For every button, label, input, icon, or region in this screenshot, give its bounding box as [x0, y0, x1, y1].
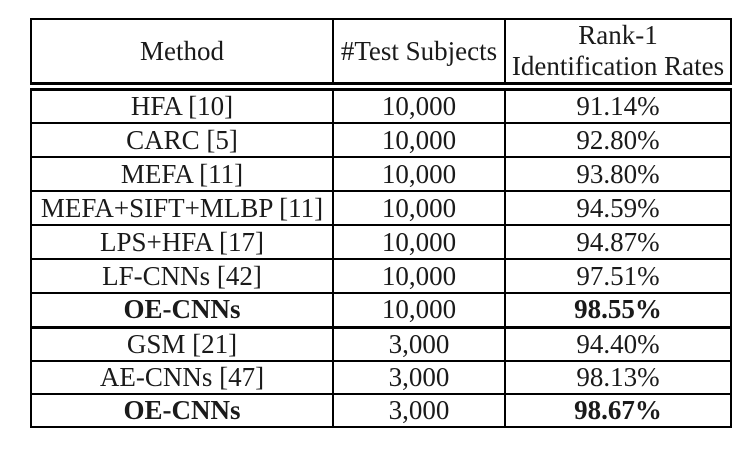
cell-method: GSM [21] — [30, 325, 334, 362]
cell-rate: 98.13% — [504, 359, 732, 395]
cell-rate: 91.14% — [504, 85, 732, 125]
table-row: CARC [5] 10,000 92.80% — [30, 122, 732, 159]
cell-method: AE-CNNs [47] — [30, 359, 334, 395]
cell-rate: 94.40% — [504, 325, 732, 362]
results-table: Method #Test Subjects Rank-1 Identificat… — [30, 18, 732, 428]
cell-method: MEFA+SIFT+MLBP [11] — [30, 190, 334, 227]
cell-test-subjects: 10,000 — [332, 190, 506, 227]
cell-method: LPS+HFA [17] — [30, 224, 334, 261]
cell-rate: 98.55% — [504, 292, 732, 329]
rank1-header-line2: Identification Rates — [511, 51, 725, 82]
table-row: GSM [21] 3,000 94.40% — [30, 325, 732, 362]
table-row: AE-CNNs [47] 3,000 98.13% — [30, 359, 732, 395]
header-row: Method #Test Subjects Rank-1 Identificat… — [30, 18, 732, 92]
cell-test-subjects: 10,000 — [332, 258, 506, 295]
cell-rate: 93.80% — [504, 156, 732, 193]
cell-rate: 94.59% — [504, 190, 732, 227]
table-body: HFA [10] 10,000 91.14% CARC [5] 10,000 92.80%… — [30, 85, 732, 428]
cell-rate: 98.67% — [504, 392, 732, 428]
table-row: MEFA [11] 10,000 93.80% — [30, 156, 732, 193]
cell-test-subjects: 3,000 — [332, 392, 506, 428]
cell-method: HFA [10] — [30, 85, 334, 125]
cell-test-subjects: 10,000 — [332, 292, 506, 329]
column-header-rank1-rates: Rank-1 Identification Rates — [504, 18, 732, 92]
cell-test-subjects: 10,000 — [332, 122, 506, 159]
column-header-method: Method — [30, 18, 334, 92]
table-row: LF-CNNs [42] 10,000 97.51% — [30, 258, 732, 295]
cell-method: LF-CNNs [42] — [30, 258, 334, 295]
table-row: OE-CNNs 3,000 98.67% — [30, 392, 732, 428]
cell-test-subjects: 3,000 — [332, 359, 506, 395]
cell-method: CARC [5] — [30, 122, 334, 159]
cell-method: MEFA [11] — [30, 156, 334, 193]
cell-rate: 97.51% — [504, 258, 732, 295]
table-row: MEFA+SIFT+MLBP [11] 10,000 94.59% — [30, 190, 732, 227]
cell-test-subjects: 3,000 — [332, 325, 506, 362]
table-row: OE-CNNs 10,000 98.55% — [30, 292, 732, 329]
rank1-header-line1: Rank-1 — [578, 20, 658, 50]
cell-method: OE-CNNs — [30, 392, 334, 428]
table-row: LPS+HFA [17] 10,000 94.87% — [30, 224, 732, 261]
cell-method: OE-CNNs — [30, 292, 334, 329]
column-header-test-subjects: #Test Subjects — [332, 18, 506, 92]
cell-test-subjects: 10,000 — [332, 156, 506, 193]
cell-rate: 94.87% — [504, 224, 732, 261]
cell-test-subjects: 10,000 — [332, 224, 506, 261]
cell-test-subjects: 10,000 — [332, 85, 506, 125]
cell-rate: 92.80% — [504, 122, 732, 159]
table-row: HFA [10] 10,000 91.14% — [30, 85, 732, 125]
